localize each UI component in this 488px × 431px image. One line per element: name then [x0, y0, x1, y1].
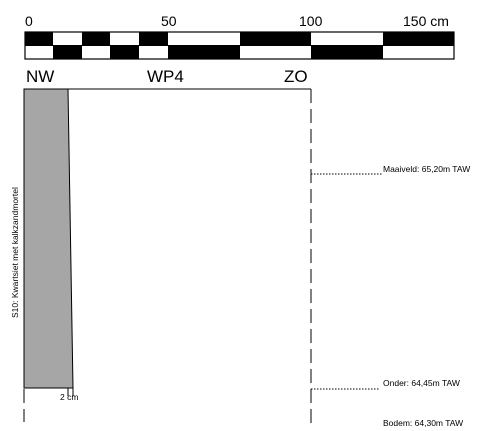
- scale-tick-100: 100: [299, 13, 323, 29]
- width-note: 2 cm: [60, 392, 79, 402]
- level-onder: Onder: 64,45m TAW: [383, 378, 460, 388]
- layer-label: S10: Kwartsiet met kalkzandmortel: [10, 187, 20, 318]
- direction-left: NW: [26, 67, 55, 86]
- scale-bar: [24, 31, 455, 60]
- section-name: WP4: [147, 67, 184, 86]
- direction-right: ZO: [284, 67, 308, 86]
- scale-tick-0: 0: [25, 13, 33, 29]
- scale-tick-150: 150 cm: [403, 13, 449, 29]
- level-bodem: Bodem: 64,30m TAW: [383, 418, 464, 428]
- layer-s10: [23, 88, 74, 389]
- scale-tick-50: 50: [161, 13, 177, 29]
- level-maaiveld: Maaiveld: 65,20m TAW: [383, 164, 471, 174]
